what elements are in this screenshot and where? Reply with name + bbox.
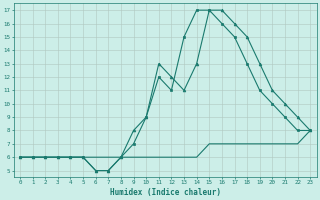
X-axis label: Humidex (Indice chaleur): Humidex (Indice chaleur) <box>109 188 220 197</box>
